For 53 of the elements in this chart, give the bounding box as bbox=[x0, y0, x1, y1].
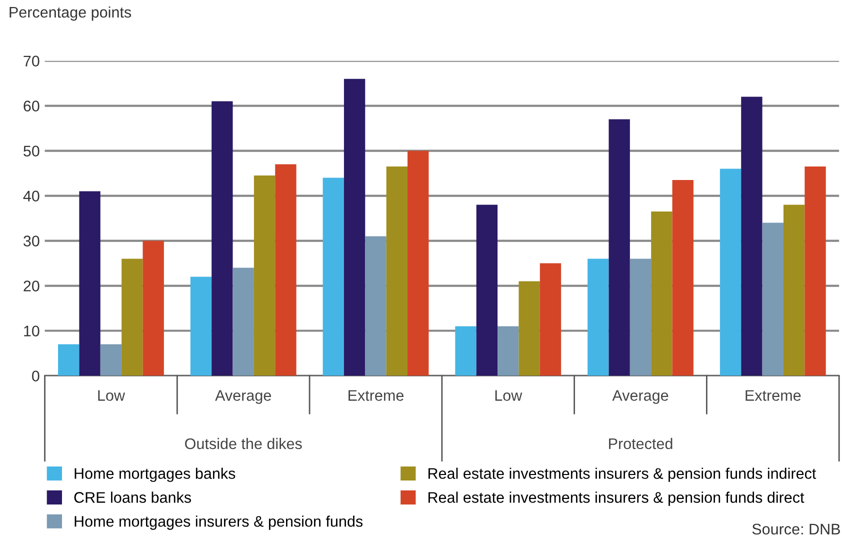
bar bbox=[672, 180, 694, 376]
bar bbox=[58, 344, 80, 376]
x-tick-label: Low bbox=[495, 390, 522, 401]
bar bbox=[630, 258, 652, 376]
bar bbox=[498, 326, 519, 376]
bar bbox=[79, 191, 100, 376]
y-tick-label: 50 bbox=[24, 146, 40, 156]
text: Protected bbox=[609, 438, 672, 450]
bar bbox=[455, 326, 476, 376]
bar bbox=[142, 240, 164, 376]
bar bbox=[720, 168, 742, 376]
x-tick-label: Low bbox=[98, 390, 126, 401]
bar bbox=[344, 78, 366, 376]
bar bbox=[651, 212, 672, 376]
bar bbox=[783, 204, 805, 376]
y-tick-label: 0 bbox=[32, 370, 40, 382]
bar bbox=[408, 150, 429, 376]
legend-label: Home mortgages banks bbox=[74, 468, 236, 482]
y-tick-label: 20 bbox=[24, 280, 40, 292]
bar bbox=[608, 119, 630, 376]
text: Outside the dikes bbox=[185, 438, 302, 450]
legend-label: Real estate investments insurers & pension funds direct bbox=[428, 492, 804, 506]
bar bbox=[476, 204, 498, 376]
bar bbox=[275, 164, 296, 376]
legend-label: CRE loans banks bbox=[74, 492, 192, 503]
bar bbox=[254, 176, 276, 376]
bar bbox=[322, 178, 344, 376]
y-tick-label: 60 bbox=[24, 100, 40, 112]
y-tick-label: 40 bbox=[23, 190, 40, 202]
x-tick-label: Extreme bbox=[746, 390, 801, 401]
x-tick-label: Extreme bbox=[348, 390, 404, 401]
y-tick-label: 10 bbox=[24, 326, 40, 336]
x-tick-label: Average bbox=[215, 390, 271, 404]
bar bbox=[386, 166, 408, 376]
bar bbox=[122, 258, 143, 376]
source-note: Source: DNB bbox=[752, 524, 840, 535]
bar bbox=[588, 258, 609, 376]
bar bbox=[212, 101, 233, 376]
bar bbox=[540, 263, 562, 376]
bar bbox=[804, 166, 826, 376]
bar bbox=[518, 281, 540, 376]
bar bbox=[100, 344, 122, 376]
bar bbox=[190, 276, 212, 376]
legend-label: Real estate investments insurers & pension funds indirect bbox=[428, 468, 816, 482]
bar bbox=[762, 222, 784, 376]
bar bbox=[741, 96, 762, 376]
legend-label: Home mortgages insurers & pension funds bbox=[74, 516, 363, 530]
bar bbox=[365, 236, 386, 376]
y-axis-title: Percentage points bbox=[10, 6, 132, 21]
x-tick-label: Average bbox=[612, 390, 668, 404]
y-tick-label: 30 bbox=[24, 236, 40, 246]
y-tick-label: 70 bbox=[24, 56, 40, 66]
bar bbox=[232, 268, 254, 376]
